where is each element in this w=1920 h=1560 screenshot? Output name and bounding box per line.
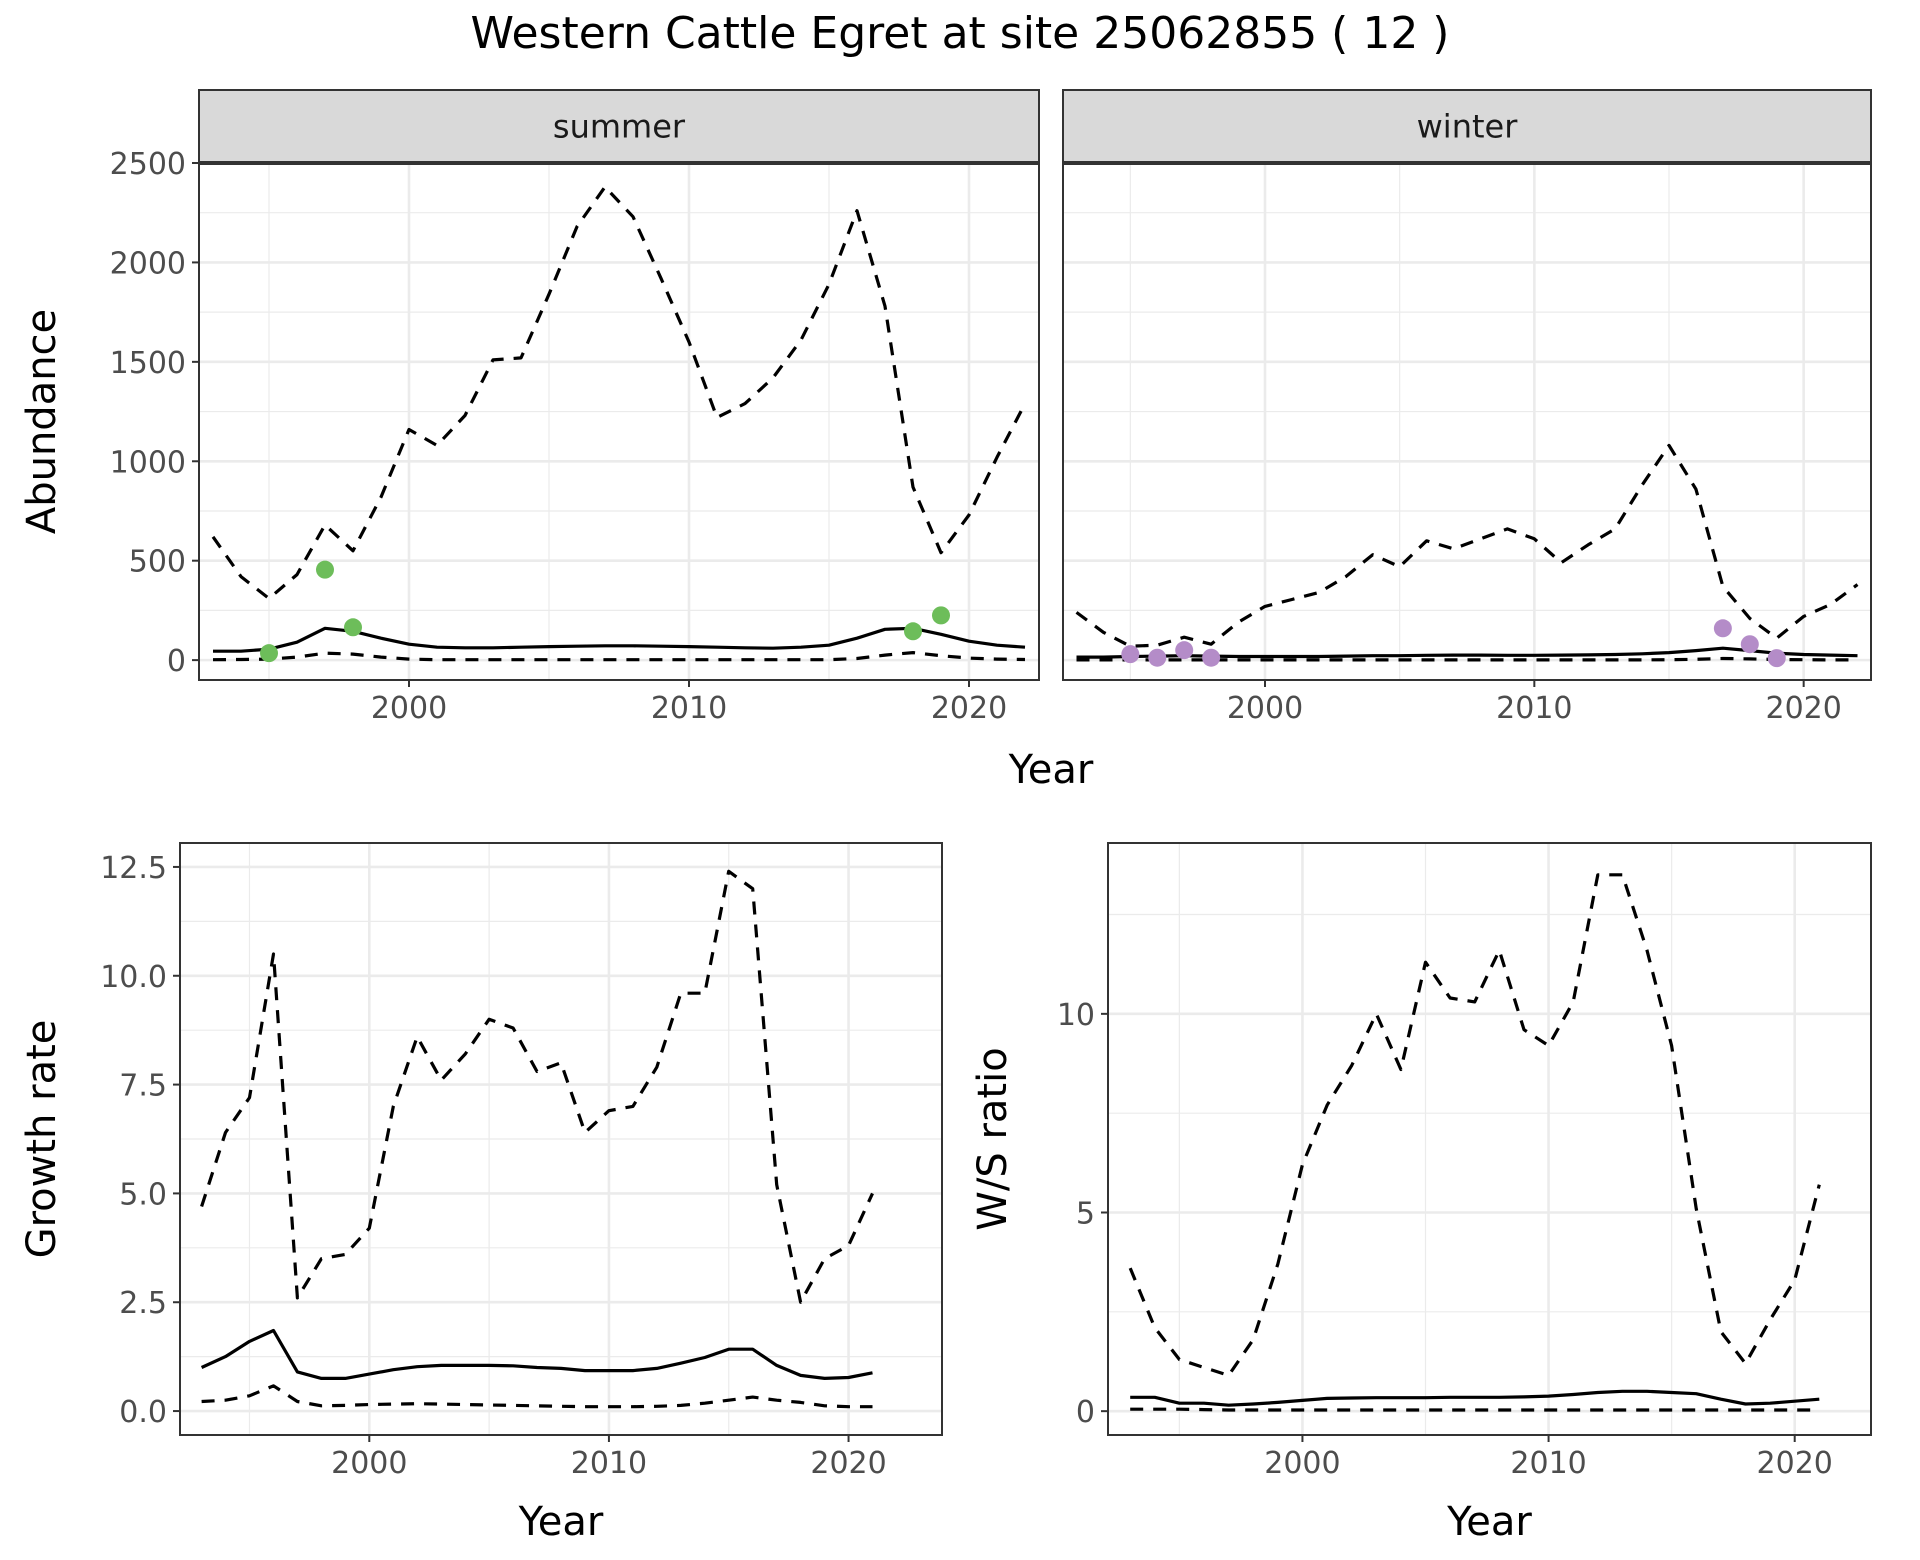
series-line-bound-1 xyxy=(211,185,1027,601)
data-point xyxy=(316,560,334,579)
y-tick-label: 1500 xyxy=(110,346,186,381)
panel-summer: summer 2000 2010 2020 0 500 1000 1500 2000 2500 Ab… xyxy=(19,89,1040,726)
y-axis-title: W/S ratio xyxy=(970,1047,1016,1230)
x-tick-label: 2020 xyxy=(810,1446,886,1481)
plot-area xyxy=(1108,843,1871,1435)
data-point xyxy=(1148,648,1167,667)
x-tick-label: 2020 xyxy=(931,691,1007,726)
x-tick-label: 2000 xyxy=(1227,691,1303,726)
y-tick-label: 2500 xyxy=(110,147,186,182)
figure-title: Western Cattle Egret at site 25062855 ( … xyxy=(471,8,1450,59)
x-tick-label: 2000 xyxy=(1264,1446,1340,1481)
y-tick-label: 2.5 xyxy=(119,1286,167,1321)
data-point xyxy=(904,622,922,641)
data-layer xyxy=(1075,443,1859,668)
series-line-bound-2 xyxy=(201,1384,873,1409)
data-point xyxy=(260,644,278,663)
y-tick-label: 7.5 xyxy=(119,1069,167,1104)
plot-area xyxy=(199,163,1039,680)
panel-ratio: 2000 2010 2020 0 5 10 W/S ratio Year xyxy=(970,842,1872,1545)
x-tick-label: 2010 xyxy=(651,691,727,726)
data-point xyxy=(1121,645,1140,664)
panel-growth: 2000 2010 2020 0.0 2.5 5.0 7.5 10.0 12.5 Growth r… xyxy=(19,842,943,1545)
y-tick-label: 10 xyxy=(1057,998,1095,1033)
panel-border xyxy=(1107,842,1872,1436)
data-point xyxy=(1767,649,1786,668)
data-point xyxy=(932,606,950,625)
y-axis-title: Growth rate xyxy=(19,1020,65,1259)
data-point xyxy=(1713,619,1732,638)
series-line-median xyxy=(1130,1389,1820,1407)
y-tick-label: 5.0 xyxy=(119,1177,167,1212)
series-line-bound-1 xyxy=(1128,873,1821,1378)
y-tick-label: 0.0 xyxy=(119,1395,167,1430)
series-line-median xyxy=(200,1328,873,1381)
series-line-bound-2 xyxy=(212,650,1026,662)
facet-strip xyxy=(1062,89,1872,164)
series-line-bound-2 xyxy=(1076,656,1858,662)
panels: summer 2000 2010 2020 0 500 1000 1500 2000 2500 Ab… xyxy=(19,89,1872,1545)
data-point xyxy=(1740,635,1759,654)
x-axis-title: Year xyxy=(518,1499,604,1545)
series-line-bound-1 xyxy=(200,869,874,1304)
y-tick-label: 0 xyxy=(1076,1395,1095,1430)
facet-strip-label: summer xyxy=(553,108,686,146)
panel-border xyxy=(179,842,943,1436)
facet-strip-label: winter xyxy=(1417,108,1519,146)
x-tick-label: 2010 xyxy=(1510,1446,1586,1481)
x-tick-label: 2000 xyxy=(371,691,447,726)
data-layer xyxy=(1128,873,1821,1412)
x-tick-label: 2020 xyxy=(1765,691,1841,726)
y-tick-label: 0 xyxy=(167,644,186,679)
y-axis-title: Abundance xyxy=(19,309,65,534)
y-tick-label: 10.0 xyxy=(100,960,167,995)
x-tick-label: 2020 xyxy=(1757,1446,1833,1481)
x-axis-title-top: Year xyxy=(1008,747,1094,793)
data-layer xyxy=(211,185,1027,663)
data-point xyxy=(1202,648,1221,667)
y-tick-label: 12.5 xyxy=(100,851,167,886)
x-axis-title: Year xyxy=(1446,1499,1532,1545)
y-tick-label: 1000 xyxy=(110,445,186,480)
series-line-bound-1 xyxy=(1075,443,1859,648)
data-point xyxy=(344,618,362,637)
gridlines xyxy=(180,843,942,1435)
y-tick-label: 2000 xyxy=(110,246,186,281)
data-layer xyxy=(200,869,874,1409)
x-tick-label: 2010 xyxy=(1496,691,1572,726)
x-tick-label: 2000 xyxy=(331,1446,407,1481)
data-point xyxy=(1175,641,1194,660)
panel-winter: winter 2000 2010 2020 xyxy=(1062,89,1872,726)
x-tick-label: 2010 xyxy=(571,1446,647,1481)
plot-area xyxy=(1063,163,1871,680)
y-tick-label: 5 xyxy=(1076,1197,1095,1232)
y-tick-label: 500 xyxy=(129,545,186,580)
